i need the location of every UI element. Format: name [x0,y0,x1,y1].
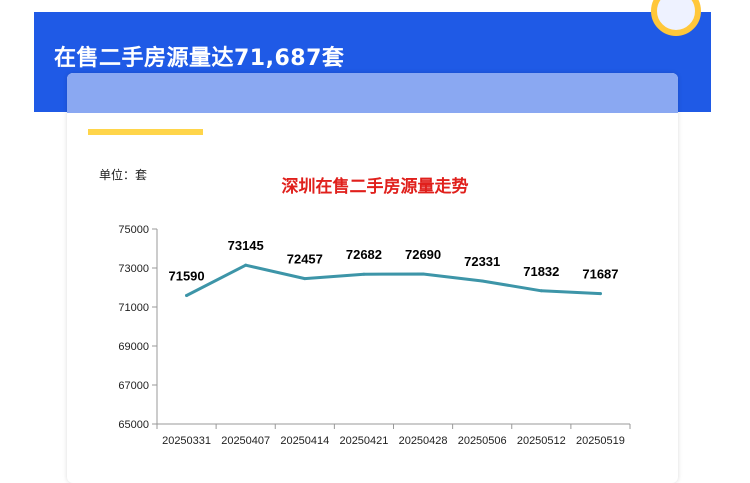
data-label: 72331 [464,254,500,269]
chart-card [67,73,678,483]
chart-title: 深圳在售二手房源量走势 [281,177,469,197]
x-tick-label: 20250331 [162,435,211,447]
y-tick-label: 67000 [118,380,149,392]
data-point [362,272,366,276]
x-tick-label: 20250506 [458,435,507,447]
data-label: 72682 [346,247,382,262]
x-tick-label: 20250519 [576,435,625,447]
data-point [539,289,543,293]
x-tick-label: 20250428 [399,435,448,447]
y-tick-label: 69000 [118,341,149,353]
data-point [185,293,189,297]
accent-bar [88,129,203,135]
x-tick-label: 20250414 [280,435,329,447]
x-tick-label: 20250512 [517,435,566,447]
x-tick-label: 20250407 [221,435,270,447]
data-label: 71832 [523,264,559,279]
data-point [598,292,602,296]
y-tick-label: 75000 [118,224,149,236]
y-tick-label: 71000 [118,302,149,314]
line-chart: 75000 73000 71000 69000 67000 65000 20250331 20… [118,224,631,447]
page-title: 在售二手房源量达71,687套 [54,46,345,71]
series-line [185,263,602,297]
data-label: 71590 [168,268,204,283]
data-point [303,277,307,281]
data-label: 72690 [405,247,441,262]
data-point [480,279,484,283]
data-label: 71687 [582,267,618,282]
y-tick-label: 65000 [118,419,149,431]
y-tick-label: 73000 [118,263,149,275]
data-point [421,272,425,276]
unit-label: 单位：套 [99,168,148,182]
data-label: 72457 [287,252,323,267]
data-point [244,263,248,267]
card-header-band [67,73,678,113]
x-tick-label: 20250421 [339,435,388,447]
data-label: 73145 [228,238,264,253]
